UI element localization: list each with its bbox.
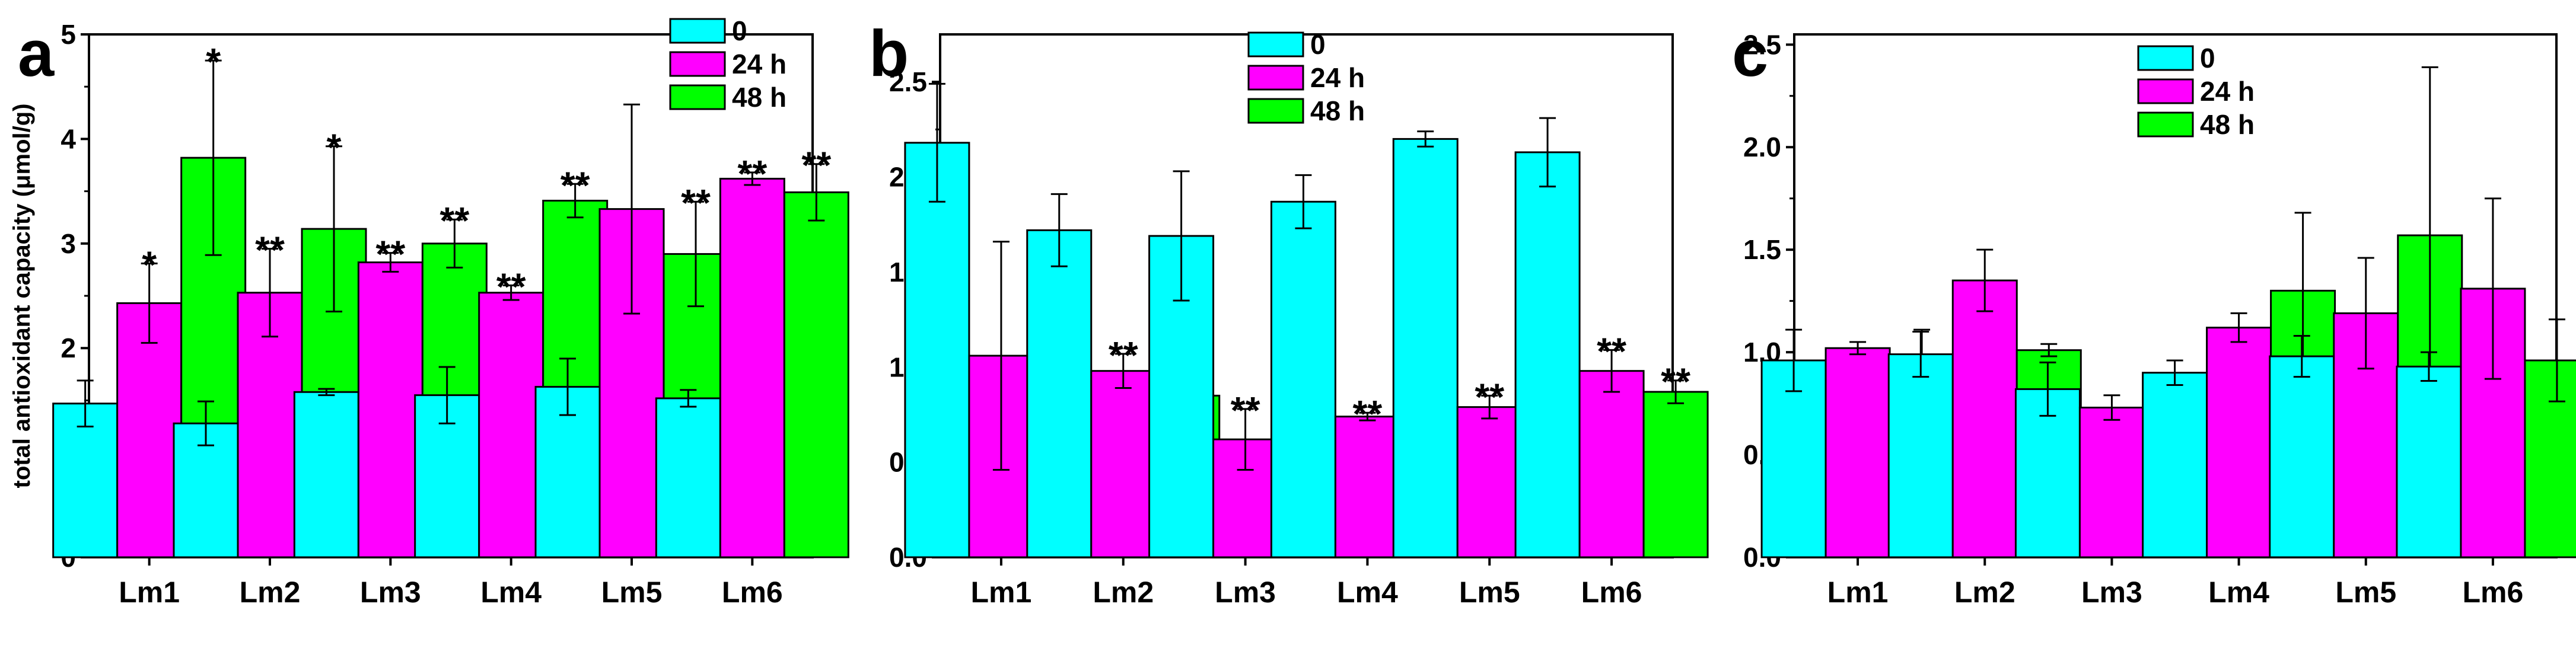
x-tick-label: Lm1 <box>1827 576 1889 609</box>
significance-label: ** <box>801 144 831 187</box>
bar-lm1-0 <box>904 142 970 558</box>
legend-label: 24 h <box>732 49 787 79</box>
panel-letter: a <box>18 17 55 90</box>
legend-swatch <box>2137 111 2194 138</box>
x-tick-label: Lm4 <box>2208 576 2269 609</box>
legend: 024 h48 h <box>669 15 787 113</box>
significance-label: * <box>206 40 221 83</box>
legend-label: 48 h <box>732 82 787 113</box>
legend-swatch <box>2137 45 2194 71</box>
x-tick-label: Lm5 <box>601 576 663 609</box>
bar-lm5-0 <box>2269 355 2335 558</box>
legend-label: 48 h <box>1310 95 1365 126</box>
chart-panel-b: 0.00.51.01.52.02.5Lm1**Lm2****Lm3****Lm4… <box>869 17 1709 609</box>
x-tick-label: Lm3 <box>2081 576 2142 609</box>
chart-panel-c: 0.00.51.01.52.02.5Lm1Lm2Lm3Lm4Lm5Lm6c024… <box>1732 17 2576 609</box>
legend-label: 24 h <box>1310 62 1365 93</box>
bar-lm2-0 <box>1026 229 1093 558</box>
y-tick-label: 3 <box>61 228 76 259</box>
x-tick-label: Lm1 <box>971 576 1032 609</box>
significance-label: ** <box>440 199 469 242</box>
x-tick-label: Lm1 <box>119 576 180 609</box>
y-tick-label: 2.0 <box>1743 132 1781 162</box>
significance-label: ** <box>1353 392 1383 435</box>
legend-label: 0 <box>732 15 747 46</box>
legend-swatch <box>1247 31 1304 58</box>
bar-lm4-0 <box>1270 200 1336 558</box>
bar-lm4-24h <box>478 292 545 558</box>
y-tick-label: 2.5 <box>889 66 927 97</box>
bar-lm6-0 <box>1514 151 1581 558</box>
significance-label: * <box>327 126 342 169</box>
bar-lm6-48h <box>783 191 849 558</box>
y-tick-label: 2 <box>61 333 76 363</box>
bar-lm3-0 <box>293 391 359 558</box>
x-tick-label: Lm3 <box>1215 576 1276 609</box>
significance-label: ** <box>1597 330 1626 372</box>
significance-label: ** <box>561 164 590 206</box>
x-tick-label: Lm6 <box>2463 576 2524 609</box>
y-tick-label: 5 <box>61 19 76 50</box>
x-tick-label: Lm2 <box>1954 576 2015 609</box>
legend-swatch <box>1247 98 1304 124</box>
bar-lm4-0 <box>2142 372 2208 558</box>
chart-panel-a: 012345Lm1**Lm2***Lm3****Lm4****Lm5**Lm6*… <box>9 15 849 609</box>
significance-label: ** <box>375 233 405 276</box>
significance-label: ** <box>1661 360 1690 403</box>
significance-label: ** <box>737 152 767 195</box>
bar-lm3-24h <box>2078 407 2145 558</box>
legend-swatch <box>1247 65 1304 91</box>
x-tick-label: Lm3 <box>360 576 421 609</box>
legend-swatch <box>669 84 726 110</box>
bar-lm1-24h <box>1824 347 1891 558</box>
x-tick-label: Lm4 <box>480 576 542 609</box>
legend: 024 h48 h <box>1247 29 1365 126</box>
bar-lm6-0 <box>2396 365 2462 558</box>
significance-label: ** <box>681 181 711 224</box>
significance-label: ** <box>496 265 526 308</box>
x-tick-label: Lm6 <box>722 576 783 609</box>
bar-lm2-24h <box>1951 279 2018 558</box>
legend-swatch <box>669 18 726 44</box>
legend: 024 h48 h <box>2137 43 2255 140</box>
legend-swatch <box>669 51 726 77</box>
y-axis-label: total antioxidant capacity (μmol/g) <box>9 104 35 488</box>
legend-swatch <box>2137 78 2194 104</box>
x-tick-label: Lm2 <box>240 576 301 609</box>
significance-label: ** <box>255 229 285 272</box>
bar-lm5-0 <box>1392 138 1459 558</box>
significance-label: ** <box>1231 389 1260 432</box>
bar-lm2-0 <box>1887 353 1954 558</box>
bar-lm6-24h <box>719 177 785 558</box>
legend-label: 0 <box>1310 29 1326 60</box>
bar-lm5-24h <box>1456 406 1523 558</box>
x-tick-label: Lm5 <box>2335 576 2396 609</box>
y-tick-label: 2.5 <box>1743 29 1781 60</box>
legend-label: 0 <box>2200 43 2215 74</box>
bar-lm3-24h <box>357 261 424 558</box>
bar-lm4-24h <box>2206 327 2272 558</box>
panel-letter: c <box>1732 17 1768 90</box>
bar-lm6-48h <box>2524 359 2576 558</box>
bar-lm2-24h <box>1090 370 1157 558</box>
bar-lm4-24h <box>1334 416 1400 558</box>
significance-label: * <box>142 243 157 286</box>
significance-label: ** <box>1475 375 1504 418</box>
x-tick-label: Lm4 <box>1337 576 1398 609</box>
panel-letter: b <box>869 17 909 90</box>
x-tick-label: Lm5 <box>1459 576 1520 609</box>
bar-lm6-48h <box>1642 391 1709 558</box>
significance-label: ** <box>1109 334 1138 376</box>
x-tick-label: Lm2 <box>1093 576 1154 609</box>
legend-label: 24 h <box>2200 76 2255 107</box>
legend-label: 48 h <box>2200 109 2255 140</box>
y-tick-label: 4 <box>61 123 76 154</box>
y-tick-label: 1.5 <box>1743 234 1781 265</box>
bar-lm6-0 <box>655 397 721 558</box>
x-tick-label: Lm6 <box>1581 576 1642 609</box>
bar-lm3-0 <box>2014 388 2081 558</box>
bar-lm6-24h <box>1578 370 1645 558</box>
